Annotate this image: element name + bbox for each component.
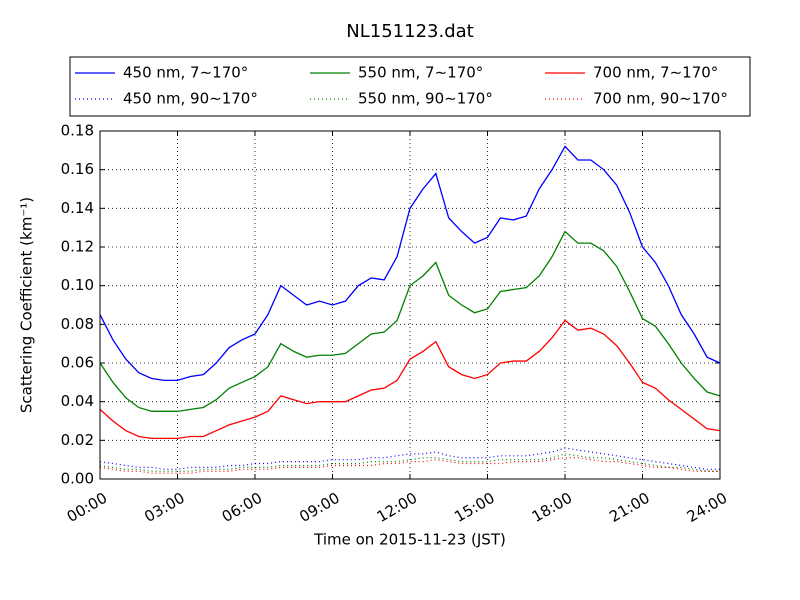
x-axis-label: Time on 2015-11-23 (JST) xyxy=(313,531,506,549)
x-tick-label: 03:00 xyxy=(141,489,187,526)
legend-label: 450 nm, 7∼170° xyxy=(123,64,248,82)
legend-label: 700 nm, 90∼170° xyxy=(593,90,728,108)
x-tick-label: 00:00 xyxy=(64,489,110,526)
legend-label: 550 nm, 90∼170° xyxy=(358,90,493,108)
data-line xyxy=(99,457,720,474)
x-tick-label: 18:00 xyxy=(529,489,575,526)
x-tick-label: 06:00 xyxy=(219,489,265,526)
y-tick-label: 0.16 xyxy=(61,160,94,178)
y-tick-label: 0.02 xyxy=(61,431,94,449)
y-tick-label: 0.12 xyxy=(61,238,94,256)
y-tick-label: 0.06 xyxy=(61,354,94,372)
data-line xyxy=(99,230,721,412)
data-line xyxy=(99,319,721,440)
legend-box xyxy=(69,56,751,117)
y-tick-label: 0.04 xyxy=(61,392,94,410)
chart-title: NL151123.dat xyxy=(346,21,473,42)
y-tick-label: 0.00 xyxy=(61,470,94,488)
legend-label: 450 nm, 90∼170° xyxy=(123,90,258,108)
y-tick-label: 0.10 xyxy=(61,276,94,294)
x-tick-label: 21:00 xyxy=(606,489,652,526)
y-tick-label: 0.18 xyxy=(61,122,94,140)
plot-frame xyxy=(99,130,721,480)
x-tick-label: 12:00 xyxy=(374,489,420,526)
y-tick-label: 0.08 xyxy=(61,315,94,333)
data-line xyxy=(99,453,720,472)
data-line xyxy=(99,145,721,382)
y-tick-label: 0.14 xyxy=(61,199,94,217)
y-axis-label: Scattering Coefficient (km⁻¹) xyxy=(18,197,36,413)
data-line xyxy=(99,447,720,470)
x-tick-label: 15:00 xyxy=(451,489,497,526)
x-tick-label: 09:00 xyxy=(296,489,342,526)
legend-label: 550 nm, 7∼170° xyxy=(358,64,483,82)
x-tick-label: 24:00 xyxy=(684,489,730,526)
legend-label: 700 nm, 7∼170° xyxy=(593,64,718,82)
